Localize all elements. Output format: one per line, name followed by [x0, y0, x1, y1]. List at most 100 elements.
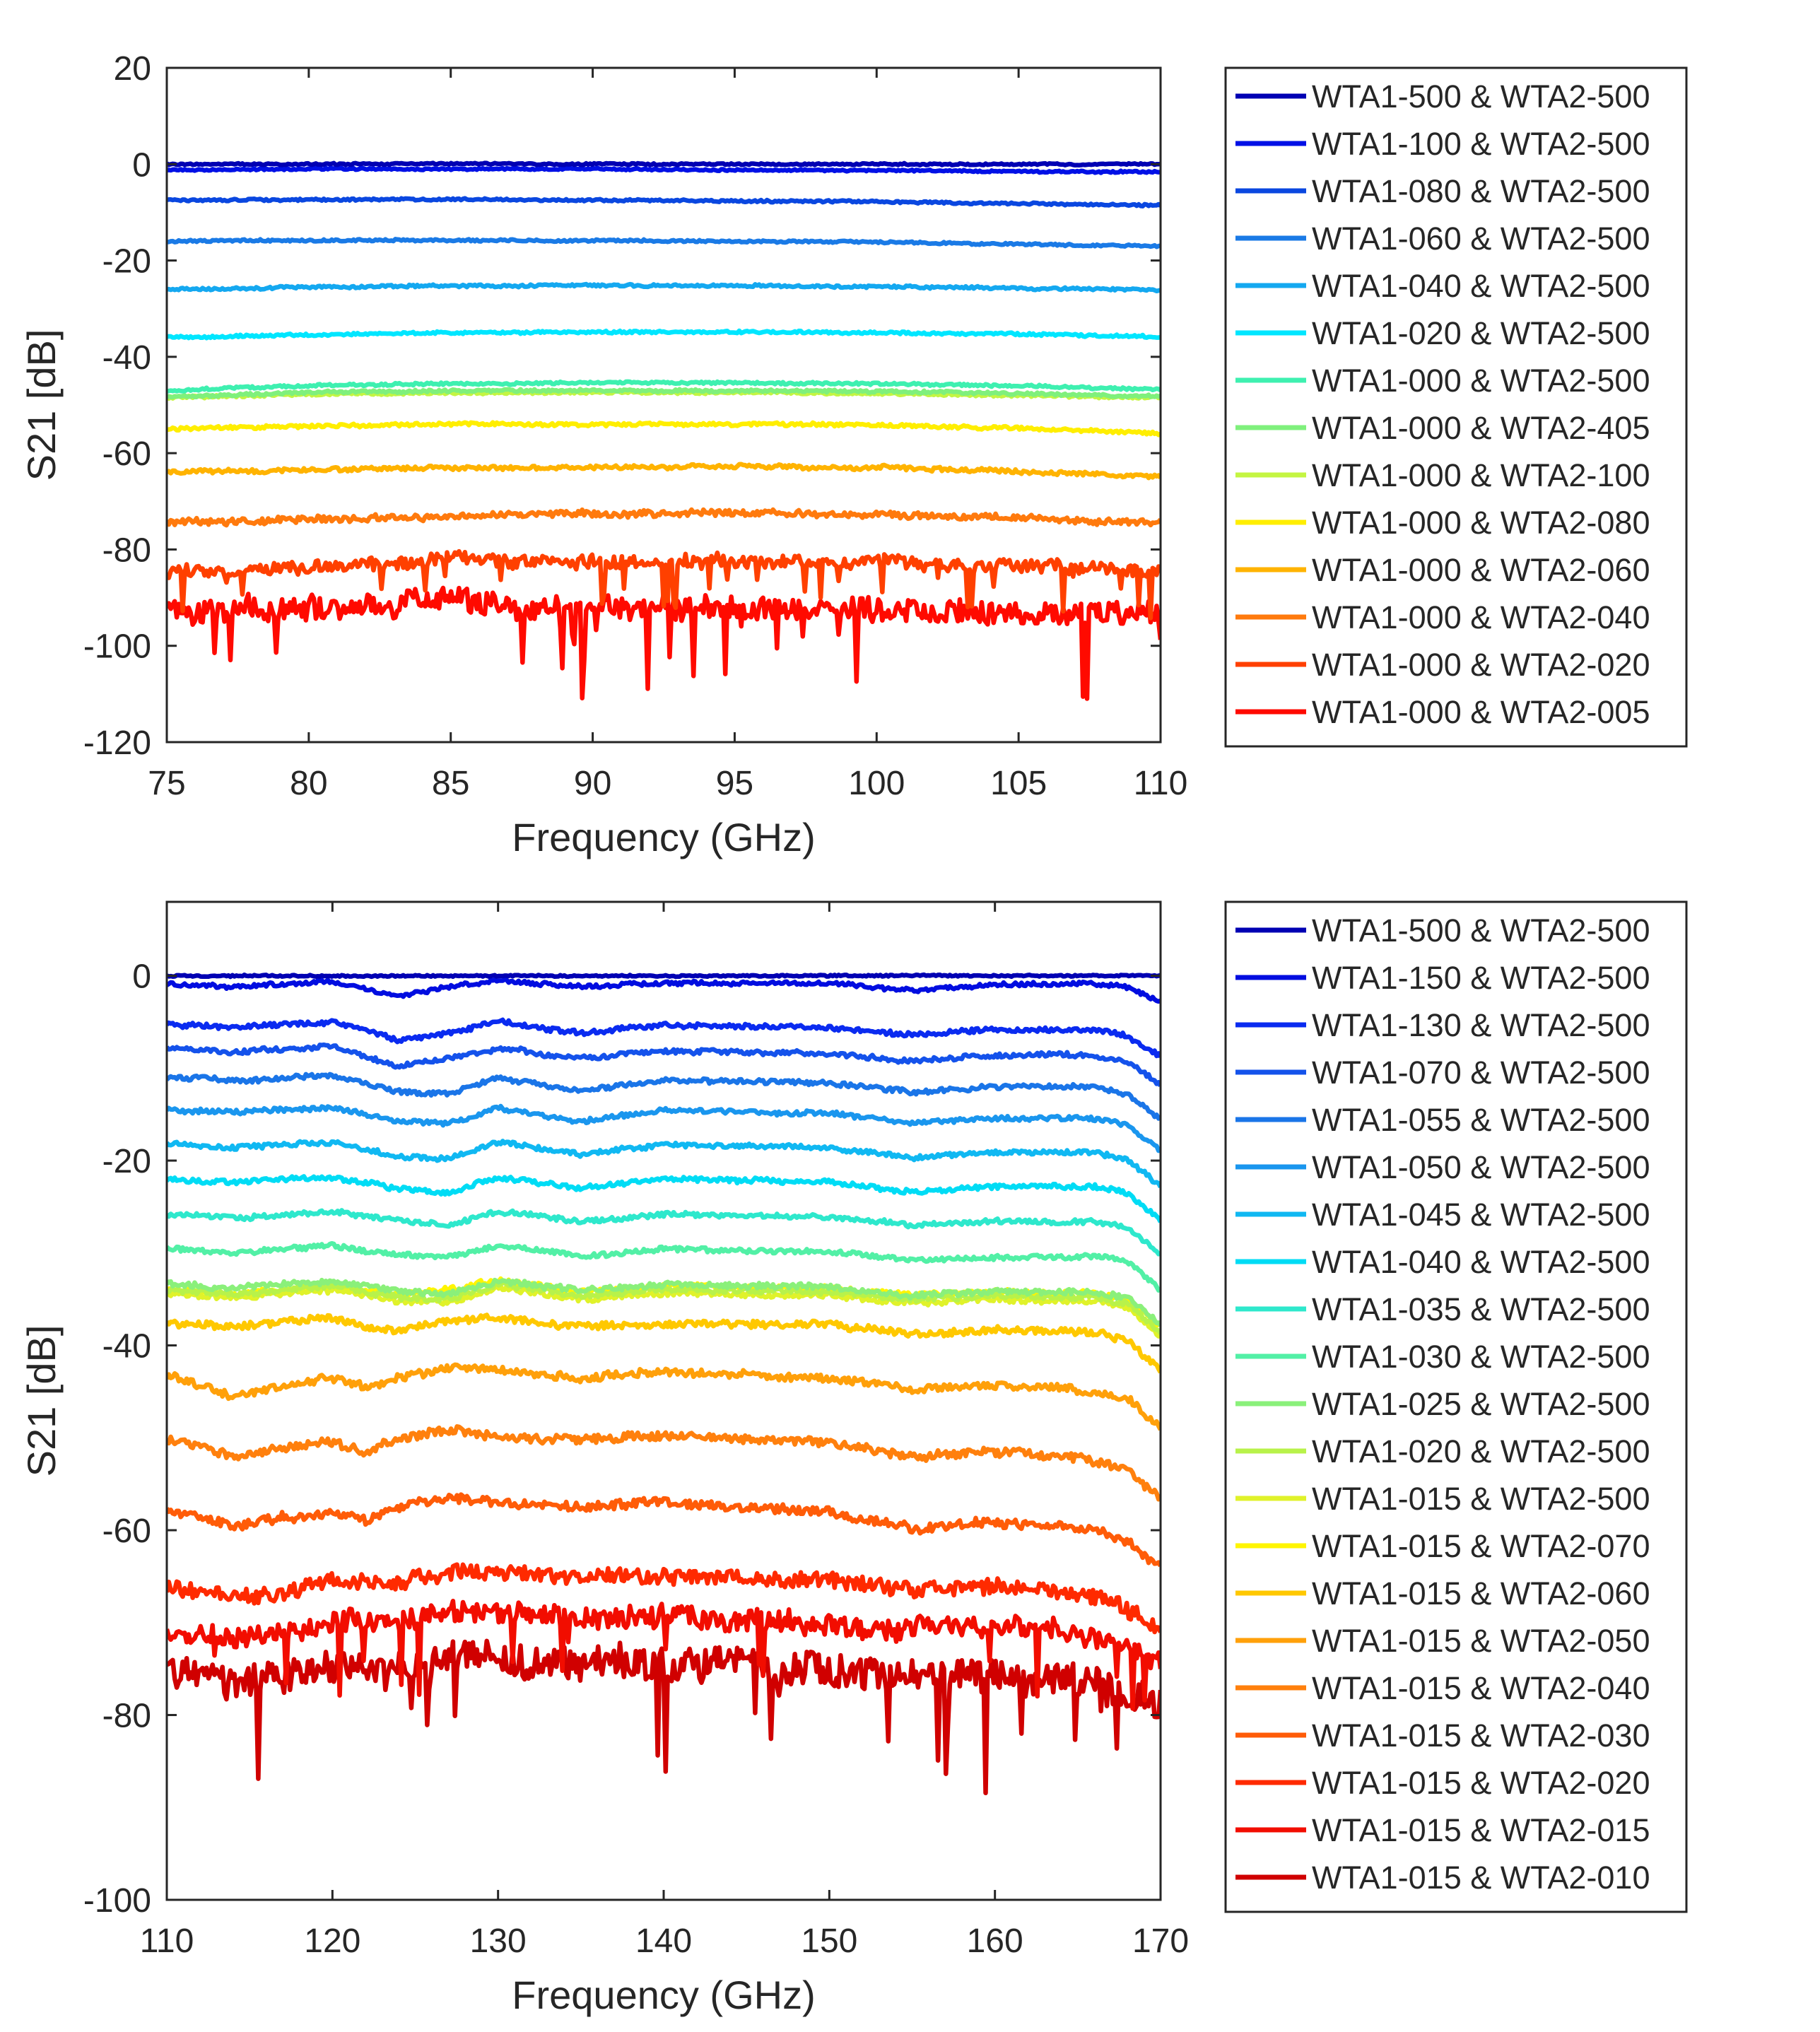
- legend-label: WTA1-000 & WTA2-005: [1312, 694, 1650, 730]
- series-line: [167, 420, 1161, 437]
- series-line: [167, 1562, 1161, 1635]
- legend: WTA1-500 & WTA2-500 WTA1-100 & WTA2-500 WT…: [1224, 66, 1688, 748]
- series-line: [167, 387, 1161, 400]
- legend-label: WTA1-015 & WTA2-020: [1312, 1765, 1650, 1801]
- series-line: [167, 1174, 1161, 1223]
- x-tick-label: 160: [967, 1922, 1023, 1960]
- x-tick-label: 120: [304, 1922, 360, 1960]
- legend-label: WTA1-020 & WTA2-500: [1312, 315, 1650, 351]
- y-tick-label: -40: [102, 1328, 151, 1366]
- series-line: [167, 1139, 1161, 1189]
- y-tick-label: -20: [102, 1143, 151, 1180]
- y-tick-label: 0: [132, 146, 151, 184]
- legend-label: WTA1-130 & WTA2-500: [1312, 1007, 1650, 1043]
- x-tick-label: 90: [574, 765, 611, 802]
- legend-label: WTA1-080 & WTA2-500: [1312, 173, 1650, 209]
- series-line: [167, 1240, 1161, 1293]
- series-line: [167, 379, 1161, 394]
- legend-label: WTA1-015 & WTA2-040: [1312, 1670, 1650, 1706]
- series-layer: [167, 972, 1161, 1796]
- y-tick-label: 0: [132, 958, 151, 996]
- series-line: [167, 507, 1161, 528]
- legend-label: WTA1-060 & WTA2-500: [1312, 221, 1650, 257]
- legend-label: WTA1-040 & WTA2-500: [1312, 268, 1650, 304]
- series-line: [167, 1208, 1161, 1257]
- x-tick-label: 150: [801, 1922, 857, 1960]
- axes-box: [165, 66, 1162, 744]
- legend-label: WTA1-055 & WTA2-500: [1312, 1102, 1650, 1138]
- series-line: [167, 1071, 1161, 1121]
- x-tick-label: 95: [716, 765, 753, 802]
- legend-label: WTA1-045 & WTA2-500: [1312, 1197, 1650, 1233]
- x-tick-label: 130: [470, 1922, 527, 1960]
- chart-bottom: 110 120 130 140 150 160 170 0 -20 -40 -60 -80 -100 F…: [19, 900, 1688, 2017]
- series-line: [167, 1638, 1161, 1796]
- legend-label: WTA1-015 & WTA2-010: [1312, 1860, 1650, 1896]
- y-tick-label: -20: [102, 243, 151, 281]
- legend-label: WTA1-015 & WTA2-500: [1312, 1481, 1650, 1517]
- x-tick-label: 85: [432, 765, 469, 802]
- series-layer: [167, 160, 1161, 701]
- series-line: [167, 281, 1161, 294]
- x-tick-label: 105: [990, 765, 1047, 802]
- legend-label: WTA1-020 & WTA2-500: [1312, 1433, 1650, 1469]
- legend-label: WTA1-015 & WTA2-060: [1312, 1575, 1650, 1611]
- series-line: [167, 1280, 1161, 1335]
- y-tick-label: -60: [102, 435, 151, 473]
- series-line: [167, 165, 1161, 175]
- series-line: [167, 196, 1161, 209]
- legend-label: WTA1-000 & WTA2-020: [1312, 647, 1650, 683]
- series-line: [167, 1312, 1161, 1374]
- series-line: [167, 160, 1161, 168]
- legend-label: WTA1-015 & WTA2-015: [1312, 1812, 1650, 1848]
- series-line: [167, 972, 1161, 980]
- series-line: [167, 1492, 1161, 1568]
- legend-label: WTA1-070 & WTA2-500: [1312, 1055, 1650, 1091]
- legend-label: WTA1-000 & WTA2-100: [1312, 457, 1650, 493]
- legend-label: WTA1-500 & WTA2-500: [1312, 78, 1650, 114]
- y-axis-label: S21 [dB]: [19, 329, 64, 481]
- legend-label: WTA1-015 & WTA2-030: [1312, 1717, 1650, 1754]
- y-tick-label: 20: [114, 50, 151, 88]
- series-line: [167, 1042, 1161, 1088]
- legend-label: WTA1-000 & WTA2-080: [1312, 505, 1650, 541]
- y-tick-label: -120: [83, 724, 151, 762]
- x-axis-label: Frequency (GHz): [512, 1973, 815, 2017]
- y-tick-label: -40: [102, 339, 151, 377]
- series-line: [167, 1277, 1161, 1327]
- legend-label: WTA1-000 & WTA2-040: [1312, 599, 1650, 635]
- legend-label: WTA1-040 & WTA2-500: [1312, 1244, 1650, 1280]
- chart-top: 75 80 85 90 95 100 105 110 20 0 -20 -40 -60 -80 -100 -1…: [19, 50, 1688, 859]
- y-tick-label: -80: [102, 1698, 151, 1735]
- legend-label: WTA1-000 & WTA2-405: [1312, 410, 1650, 446]
- x-tick-label: 110: [1134, 765, 1188, 802]
- y-tick-label: -100: [83, 1882, 151, 1920]
- legend-label: WTA1-025 & WTA2-500: [1312, 1386, 1650, 1422]
- legend-label: WTA1-015 & WTA2-050: [1312, 1623, 1650, 1659]
- legend-label: WTA1-150 & WTA2-500: [1312, 960, 1650, 996]
- legend-label: WTA1-100 & WTA2-500: [1312, 126, 1650, 162]
- x-tick-label: 110: [140, 1922, 194, 1960]
- series-line: [167, 462, 1161, 481]
- series-line: [167, 1599, 1161, 1711]
- y-tick-label: -60: [102, 1513, 151, 1550]
- x-tick-label: 140: [635, 1922, 692, 1960]
- ticks-layer: 75 80 85 90 95 100 105 110 20 0 -20 -40 -60 -80 -100 -1…: [83, 50, 1187, 802]
- legend-label: WTA1-050 & WTA2-500: [1312, 1149, 1650, 1185]
- legend: WTA1-500 & WTA2-500 WTA1-150 & WTA2-500 WT…: [1224, 900, 1688, 1913]
- series-line: [167, 977, 1161, 1004]
- y-axis-label: S21 [dB]: [19, 1325, 64, 1477]
- series-line: [167, 548, 1161, 621]
- x-axis-label: Frequency (GHz): [512, 815, 815, 859]
- legend-label: WTA1-030 & WTA2-500: [1312, 1339, 1650, 1375]
- series-line: [167, 237, 1161, 249]
- series-line: [167, 1424, 1161, 1502]
- x-tick-label: 170: [1132, 1922, 1189, 1960]
- legend-box: [1224, 66, 1688, 748]
- legend-label: WTA1-500 & WTA2-500: [1312, 912, 1650, 949]
- legend-label: WTA1-035 & WTA2-500: [1312, 1291, 1650, 1327]
- x-tick-label: 80: [290, 765, 327, 802]
- y-tick-label: -80: [102, 532, 151, 569]
- series-line: [167, 1103, 1161, 1153]
